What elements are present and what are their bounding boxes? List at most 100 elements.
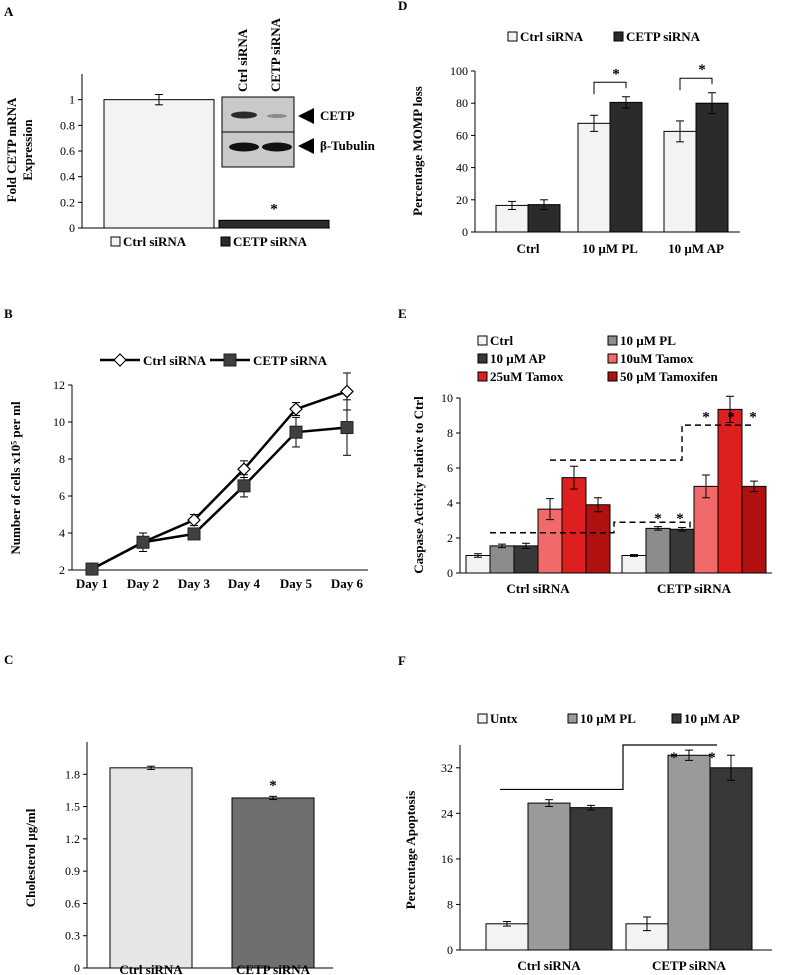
panel-b-series-line-cetp — [91, 426, 348, 571]
panel-e-ytick-label: 2 — [447, 531, 453, 545]
panel-c-letter: C — [4, 652, 13, 667]
panel-f-legend-item-swatch — [477, 713, 488, 724]
panel-f-ytick-label: 8 — [447, 897, 453, 911]
panel-d-xtick-label: 10 µM AP — [668, 241, 724, 256]
panel-c-ytick-label: 1.5 — [65, 800, 80, 814]
panel-e-legend-item-swatch — [477, 371, 488, 382]
panel-d-letter: D — [398, 0, 407, 13]
panel-c-bar — [109, 767, 193, 969]
panel-f-ytick-label: 16 — [441, 852, 453, 866]
panel-d-legend-cetp-swatch — [613, 31, 624, 42]
panel-b-letter: B — [4, 306, 13, 321]
panel-e-significance: * — [654, 511, 662, 527]
panel-b-xtick-label: Day 2 — [127, 576, 159, 591]
panel-a-blot-band-tub-kd — [262, 142, 292, 152]
panel-f-significance: * — [708, 750, 716, 766]
panel-b-ytick-label: 2 — [59, 563, 65, 577]
panel-d-bar — [695, 102, 729, 233]
panel-e-legend-item-label: 10 µM AP — [490, 351, 546, 366]
panel-d-bar — [663, 130, 697, 233]
panel-e-xtick-label: CETP siRNA — [657, 581, 732, 596]
panel-b-ylabel: Number of cells x10⁵ per ml — [8, 401, 23, 555]
panel-e-bar — [693, 485, 719, 574]
panel-f-comparison-line — [500, 744, 717, 791]
panel-a-blot-label-tubulin: β-Tubulin — [320, 138, 376, 153]
panel-d-xtick-label: Ctrl — [516, 241, 539, 256]
panel-e-ytick-label: 0 — [447, 566, 453, 580]
panel-a-blot-band-tub-ctrl — [229, 142, 259, 152]
panel-f-legend-item-swatch — [567, 713, 578, 724]
panel-e-bar — [621, 555, 647, 574]
panel-e-legend-item-swatch — [607, 371, 618, 382]
panel-f-legend-item-label: 10 µM AP — [684, 711, 740, 726]
panel-a-legend-cetp-label: CETP siRNA — [233, 234, 308, 249]
panel-e-legend-item-label: Ctrl — [490, 333, 513, 348]
panel-a-ylabel-line1: Fold CETP mRNA — [4, 97, 19, 202]
panel-e-significance: * — [749, 409, 757, 425]
panel-a-ytick-label: 1 — [69, 93, 75, 107]
panel-a-legend-ctrl-swatch — [110, 236, 121, 247]
panel-e-letter: E — [398, 306, 407, 321]
panel-d-bracket — [593, 81, 627, 95]
panel-e-legend-item-label: 50 µM Tamoxifen — [620, 369, 719, 384]
panel-e-legend-item-label: 10 µM PL — [620, 333, 676, 348]
panel-d-ytick-label: 0 — [462, 225, 468, 239]
panel-c-ylabel: Cholesterol µg/ml — [23, 808, 38, 907]
panel-e-legend-item-label: 10uM Tamox — [620, 351, 694, 366]
panel-e-significance: * — [676, 511, 684, 527]
panel-d-legend-cetp-label: CETP siRNA — [626, 29, 701, 44]
panel-e-dashed-line-high — [550, 424, 755, 461]
panel-b-point-cetp — [340, 421, 354, 435]
panel-a-ytick-label: 0.2 — [60, 195, 75, 209]
panel-c-xtick-label: CETP siRNA — [236, 962, 311, 975]
panel-f-bar — [485, 923, 529, 951]
panel-f-ytick-label: 32 — [441, 761, 453, 775]
panel-f-bar — [709, 767, 753, 951]
panel-b-xtick-label: Day 4 — [228, 576, 261, 591]
panel-e-ylabel: Caspase Activity relative to Ctrl — [411, 396, 426, 574]
panel-b-xtick-label: Day 5 — [280, 576, 313, 591]
panel-e-bar — [669, 528, 695, 574]
panel-e-legend-item-swatch — [607, 335, 618, 346]
panel-e-significance: * — [727, 409, 735, 425]
panel-b-point-cetp — [85, 562, 99, 576]
panel-a-blot-band-cetp-ctrl — [231, 111, 257, 119]
panel-e-dashed-line-low — [490, 521, 691, 534]
panel-c-ytick-label: 0 — [74, 961, 80, 975]
panel-d-ytick-label: 40 — [456, 161, 468, 175]
panel-e-bar — [717, 408, 743, 574]
panel-c-ytick-label: 0.3 — [65, 929, 80, 943]
panel-f-ylabel: Percentage Apoptosis — [403, 791, 418, 910]
panel-b-legend-ctrl-label: Ctrl siRNA — [143, 353, 207, 368]
panel-d-bar — [577, 122, 611, 233]
panel-a-blot-arrow-tubulin — [298, 138, 314, 154]
panel-d-ytick-label: 20 — [456, 193, 468, 207]
panel-d-ylabel: Percentage MOMP loss — [410, 86, 425, 216]
panel-e-bar — [741, 485, 767, 574]
panel-d-bar — [609, 101, 643, 233]
panel-b-legend-cetp-marker — [223, 353, 237, 367]
panel-a-ytick-label: 0 — [69, 221, 75, 235]
panel-d-ytick-label: 100 — [450, 64, 468, 78]
panel-b-xtick-label: Day 3 — [178, 576, 211, 591]
panel-c-bar — [231, 797, 315, 969]
panel-c-xtick-label: Ctrl siRNA — [119, 962, 183, 975]
panel-e-bar — [489, 545, 515, 574]
panel-a-letter: A — [4, 4, 14, 19]
panel-c-significance: * — [269, 778, 277, 794]
panel-a-blot-band-cetp-kd — [267, 114, 287, 118]
panel-b-point-ctrl — [187, 513, 201, 527]
panel-e-legend-item-swatch — [477, 335, 488, 346]
panel-d-xtick-label: 10 µM PL — [582, 241, 638, 256]
panel-b-ytick-label: 4 — [59, 526, 65, 540]
panel-a-blot-lane-ctrl: Ctrl siRNA — [235, 28, 250, 92]
panel-b-point-ctrl — [289, 402, 303, 416]
panel-f-letter: F — [398, 653, 406, 668]
panel-a-legend-ctrl-label: Ctrl siRNA — [123, 234, 187, 249]
panel-f-bar — [667, 754, 711, 951]
panel-c-ytick-label: 1.8 — [65, 767, 80, 781]
panel-e-ytick-label: 8 — [447, 426, 453, 440]
panel-a-ylabel-line2: Expression — [20, 119, 35, 181]
panel-a-ytick-label: 0.4 — [60, 170, 75, 184]
